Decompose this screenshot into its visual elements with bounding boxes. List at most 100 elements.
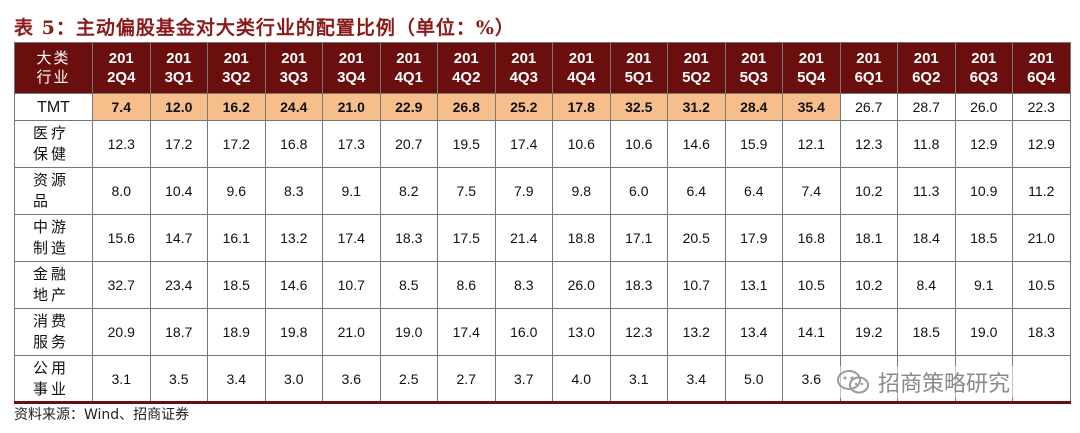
table-cell: 10.2 <box>839 261 898 309</box>
table-cell: 12.3 <box>839 120 898 168</box>
quarter-year: 201 <box>626 50 652 67</box>
table-cell: 21.0 <box>322 308 381 356</box>
table-cell: 3.5 <box>149 355 208 404</box>
row-label-line: 金融 <box>33 265 70 283</box>
table-cell: 19.5 <box>437 120 496 168</box>
table-cell: 14.1 <box>782 308 841 356</box>
allocation-table: 大类 行业 201 2Q4 201 3Q1 201 3Q2 201 3Q3 201 3Q4 201 4… <box>14 42 1071 404</box>
row-label-line: 公用 <box>33 358 70 377</box>
quarter-label: 3Q1 <box>164 69 193 86</box>
table-cell: 16.8 <box>782 214 841 262</box>
quarter-year: 201 <box>338 50 364 67</box>
table-cell: 9.1 <box>954 261 1013 309</box>
table-cell: 15.9 <box>724 120 783 168</box>
table-row: 消费 服务 20.9 18.7 18.9 19.8 21.0 19.0 17.4 16.0 13.0… <box>14 308 1071 356</box>
quarter-year: 201 <box>741 50 767 67</box>
row-label: TMT <box>14 93 93 121</box>
table-cell: 8.4 <box>897 261 956 309</box>
table-cell: 3.1 <box>609 355 668 404</box>
quarter-year: 201 <box>568 50 594 67</box>
table-cell: 10.6 <box>609 120 668 168</box>
table-cell: 18.3 <box>1012 308 1071 356</box>
wechat-watermark: 招商策略研究 <box>836 366 1066 398</box>
row-label: 中游 制造 <box>14 214 93 262</box>
source-note: 资料来源：Wind、招商证券 <box>14 407 190 423</box>
table-cell: 3.1 <box>92 355 151 404</box>
table-cell: 17.1 <box>609 214 668 262</box>
table-cell: 3.6 <box>782 355 841 404</box>
table-cell: 16.1 <box>207 214 266 262</box>
quarter-year: 201 <box>396 50 422 67</box>
table-cell: 17.2 <box>149 120 208 168</box>
quarter-header: 201 5Q1 <box>609 42 668 94</box>
table-cell: 8.6 <box>437 261 496 309</box>
table-cell: 18.3 <box>379 214 438 262</box>
table-cell: 14.6 <box>264 261 323 309</box>
table-row: 金融 地产 32.7 23.4 18.5 14.6 10.7 8.5 8.6 8.3 26.0 18.… <box>14 261 1071 309</box>
table-cell: 25.2 <box>494 93 553 121</box>
table-cell: 6.4 <box>667 167 726 215</box>
row-label-line: 制造 <box>33 239 70 257</box>
header-row: 大类 行业 201 2Q4 201 3Q1 201 3Q2 201 3Q3 201 3Q4 201 4… <box>14 42 1071 94</box>
quarter-header: 201 3Q2 <box>207 42 266 94</box>
quarter-label: 6Q4 <box>1027 69 1056 86</box>
row-label-line: 品 <box>33 192 52 210</box>
table-cell: 7.4 <box>782 167 841 215</box>
table-cell: 17.8 <box>552 93 611 121</box>
quarter-label: 2Q4 <box>107 69 136 86</box>
table-cell: 16.0 <box>494 308 553 356</box>
table-cell: 18.4 <box>897 214 956 262</box>
table-cell: 24.4 <box>264 93 323 121</box>
table-cell: 3.7 <box>494 355 553 404</box>
table-cell: 32.5 <box>609 93 668 121</box>
table-cell: 18.5 <box>954 214 1013 262</box>
table-cell: 23.4 <box>149 261 208 309</box>
table-cell: 13.1 <box>724 261 783 309</box>
corner-line-2: 行业 <box>36 68 71 86</box>
quarter-label: 5Q4 <box>797 69 826 86</box>
table-cell: 12.9 <box>1012 120 1071 168</box>
table-cell: 12.9 <box>954 120 1013 168</box>
table-cell: 26.0 <box>552 261 611 309</box>
quarter-header: 201 4Q4 <box>552 42 611 94</box>
table-cell: 17.3 <box>322 120 381 168</box>
quarter-header: 201 4Q3 <box>494 42 553 94</box>
table-cell: 10.9 <box>954 167 1013 215</box>
table-row: 资源品 8.0 10.4 9.6 8.3 9.1 8.2 7.5 7.9 9.8 6.0 6.4 6.4… <box>14 167 1071 215</box>
table-cell: 18.3 <box>609 261 668 309</box>
row-label-line: 医疗 <box>33 124 70 142</box>
table-cell: 20.7 <box>379 120 438 168</box>
table-cell: 10.2 <box>839 167 898 215</box>
row-label-line: 中游 <box>33 218 70 236</box>
table-cell: 6.0 <box>609 167 668 215</box>
quarter-year: 201 <box>511 50 537 67</box>
table-cell: 13.0 <box>552 308 611 356</box>
table-cell: 11.8 <box>897 120 956 168</box>
quarter-year: 201 <box>108 50 134 67</box>
quarter-label: 6Q1 <box>854 69 883 86</box>
quarter-label: 3Q2 <box>222 69 251 86</box>
table-cell: 12.1 <box>782 120 841 168</box>
table-cell: 28.7 <box>897 93 956 121</box>
table-cell: 17.9 <box>724 214 783 262</box>
table-cell: 8.3 <box>494 261 553 309</box>
table-cell: 19.0 <box>379 308 438 356</box>
table-cell: 9.1 <box>322 167 381 215</box>
table-cell: 8.5 <box>379 261 438 309</box>
quarter-year: 201 <box>223 50 249 67</box>
quarter-year: 201 <box>683 50 709 67</box>
quarter-year: 201 <box>971 50 997 67</box>
quarter-label: 5Q3 <box>739 69 768 86</box>
table-cell: 18.7 <box>149 308 208 356</box>
table-cell: 7.9 <box>494 167 553 215</box>
row-label: 金融 地产 <box>14 261 93 309</box>
quarter-label: 3Q4 <box>337 69 366 86</box>
quarter-label: 4Q3 <box>509 69 538 86</box>
quarter-year: 201 <box>856 50 882 67</box>
quarter-header: 201 6Q3 <box>954 42 1013 94</box>
quarter-year: 201 <box>281 50 307 67</box>
quarter-label: 5Q2 <box>682 69 711 86</box>
table-cell: 10.5 <box>782 261 841 309</box>
table-cell: 19.8 <box>264 308 323 356</box>
row-label-line: 资源 <box>33 171 70 189</box>
